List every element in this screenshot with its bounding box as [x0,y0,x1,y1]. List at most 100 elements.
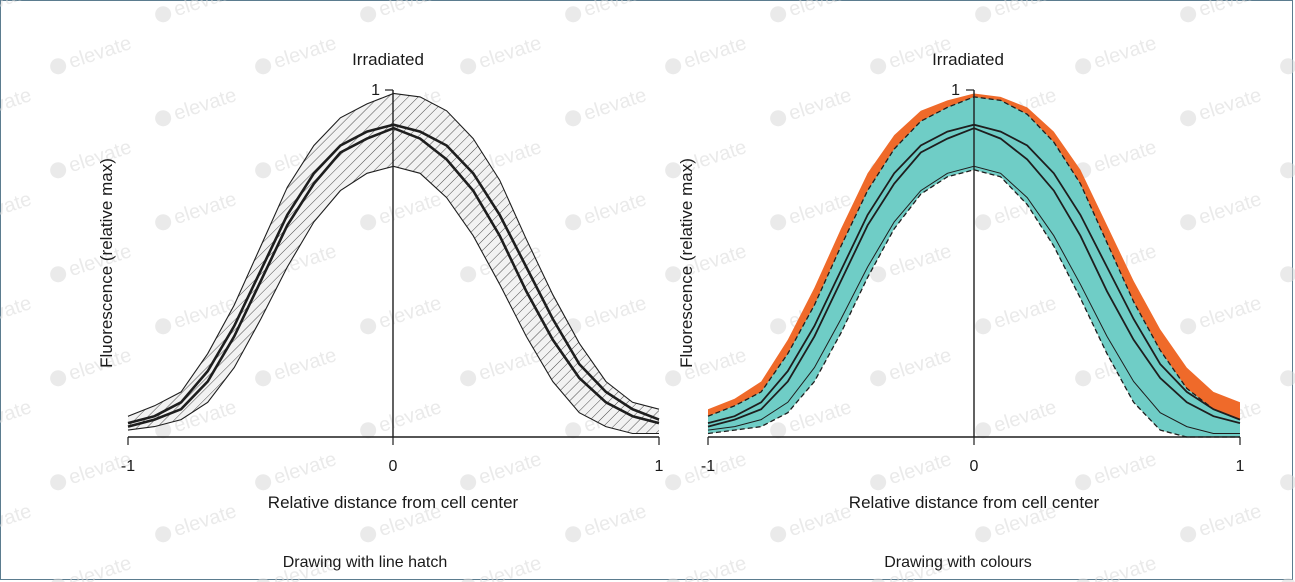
caption-left: Drawing with line hatch [283,554,448,571]
watermark-logo: elevate [1075,136,1159,179]
y-axis-label-left: Fluorescence (relative max) [97,158,116,368]
svg-text:elevate: elevate [0,396,34,437]
teal-band [708,96,1240,438]
svg-text:elevate: elevate [0,500,34,541]
watermark-logo: elevate [565,292,649,335]
watermark-logo: elevate [155,188,239,231]
svg-text:elevate: elevate [991,292,1059,333]
watermark-logo: elevate [1280,162,1295,179]
svg-text:elevate: elevate [1196,500,1264,541]
watermark-logo: elevate [1180,188,1264,231]
watermark-logo: elevate [50,552,134,582]
watermark-logo: elevate [565,188,649,231]
watermark-logo: elevate [1280,58,1295,75]
watermark-logo: elevate [0,84,34,125]
watermark-logo: elevate [870,448,954,491]
svg-text:elevate: elevate [1196,0,1264,21]
watermark-logo: elevate [360,292,444,335]
y-axis-label-right: Fluorescence (relative max) [677,158,696,368]
svg-text:elevate: elevate [171,188,239,229]
svg-text:elevate: elevate [476,32,544,73]
x-tick-label-right-max: 1 [1236,458,1245,475]
svg-text:elevate: elevate [581,84,649,125]
svg-text:elevate: elevate [0,188,34,229]
watermark-logo: elevate [770,0,854,23]
watermark-logo: elevate [360,188,444,231]
watermark-logo: elevate [50,344,134,387]
svg-text:elevate: elevate [376,188,444,229]
watermark-logo: elevate [460,344,544,387]
svg-text:elevate: elevate [0,0,34,21]
watermark-logo: elevate [770,84,854,127]
watermark-logo: elevate [565,84,649,127]
svg-text:elevate: elevate [681,552,749,582]
watermark-logo: elevate [975,0,1059,23]
watermark-logo: elevate [0,0,34,21]
watermark-logo: elevate [155,500,239,543]
svg-text:elevate: elevate [1196,188,1264,229]
chart-title-left: Irradiated [352,50,424,69]
x-tick-label-left-max: 1 [655,458,664,475]
watermark-logo: elevate [1280,370,1295,387]
watermark-logo: elevate [665,240,749,283]
watermark-logo: elevate [460,448,544,491]
svg-text:elevate: elevate [1196,292,1264,333]
x-axis-label-right: Relative distance from cell center [849,493,1100,512]
svg-text:elevate: elevate [786,84,854,125]
svg-text:elevate: elevate [681,32,749,73]
svg-text:elevate: elevate [581,292,649,333]
watermark-logo: elevate [1075,448,1159,491]
svg-text:elevate: elevate [581,500,649,541]
svg-text:elevate: elevate [681,448,749,489]
svg-text:elevate: elevate [1196,84,1264,125]
watermark-logo: elevate [665,136,749,179]
svg-text:elevate: elevate [886,240,954,281]
y-tick-label-right: 1 [951,82,960,99]
watermark-logo: elevate [360,0,444,23]
watermark-logo: elevate [565,500,649,543]
watermark-logo: elevate [0,500,34,541]
watermark-logo: elevate [770,188,854,231]
watermark-logo: elevate [50,32,134,75]
svg-text:elevate: elevate [476,552,544,582]
watermark-logo: elevate [255,344,339,387]
watermark-logo: elevate [1180,500,1264,543]
svg-text:elevate: elevate [0,84,34,125]
svg-text:elevate: elevate [271,32,339,73]
watermark-logo: elevate [665,552,749,582]
svg-text:elevate: elevate [376,396,444,437]
series-line [707,169,1240,438]
watermark-logo: elevate [1280,266,1295,283]
y-tick-label-left: 1 [371,82,380,99]
watermark-logo: elevate [1075,552,1159,582]
watermark-logo: elevate [1180,84,1264,127]
chart-right: Irradiated 1 -1 0 1 Relative distance fr… [677,50,1245,571]
x-tick-label-left-mid: 0 [389,458,398,475]
svg-text:elevate: elevate [271,448,339,489]
svg-text:elevate: elevate [991,396,1059,437]
svg-text:elevate: elevate [171,84,239,125]
watermark-logo: elevate [0,292,34,333]
watermark-logo: elevate [255,32,339,75]
svg-text:elevate: elevate [886,344,954,385]
watermark-logo: elevate [255,448,339,491]
svg-text:elevate: elevate [886,448,954,489]
watermark-logo: elevate [565,0,649,23]
svg-text:elevate: elevate [0,292,34,333]
watermark-logo: elevate [0,396,34,437]
svg-text:elevate: elevate [171,500,239,541]
svg-text:elevate: elevate [271,344,339,385]
svg-text:elevate: elevate [376,292,444,333]
watermark-logo: elevate [1280,578,1295,582]
watermark-logo: elevate [1280,474,1295,491]
svg-text:elevate: elevate [171,0,239,21]
svg-text:elevate: elevate [1091,448,1159,489]
svg-text:elevate: elevate [1091,552,1159,582]
x-tick-label-right-min: -1 [701,458,715,475]
svg-text:elevate: elevate [1091,32,1159,73]
watermark-logo: elevate [50,136,134,179]
watermark-logo: elevate [870,344,954,387]
svg-text:elevate: elevate [376,0,444,21]
